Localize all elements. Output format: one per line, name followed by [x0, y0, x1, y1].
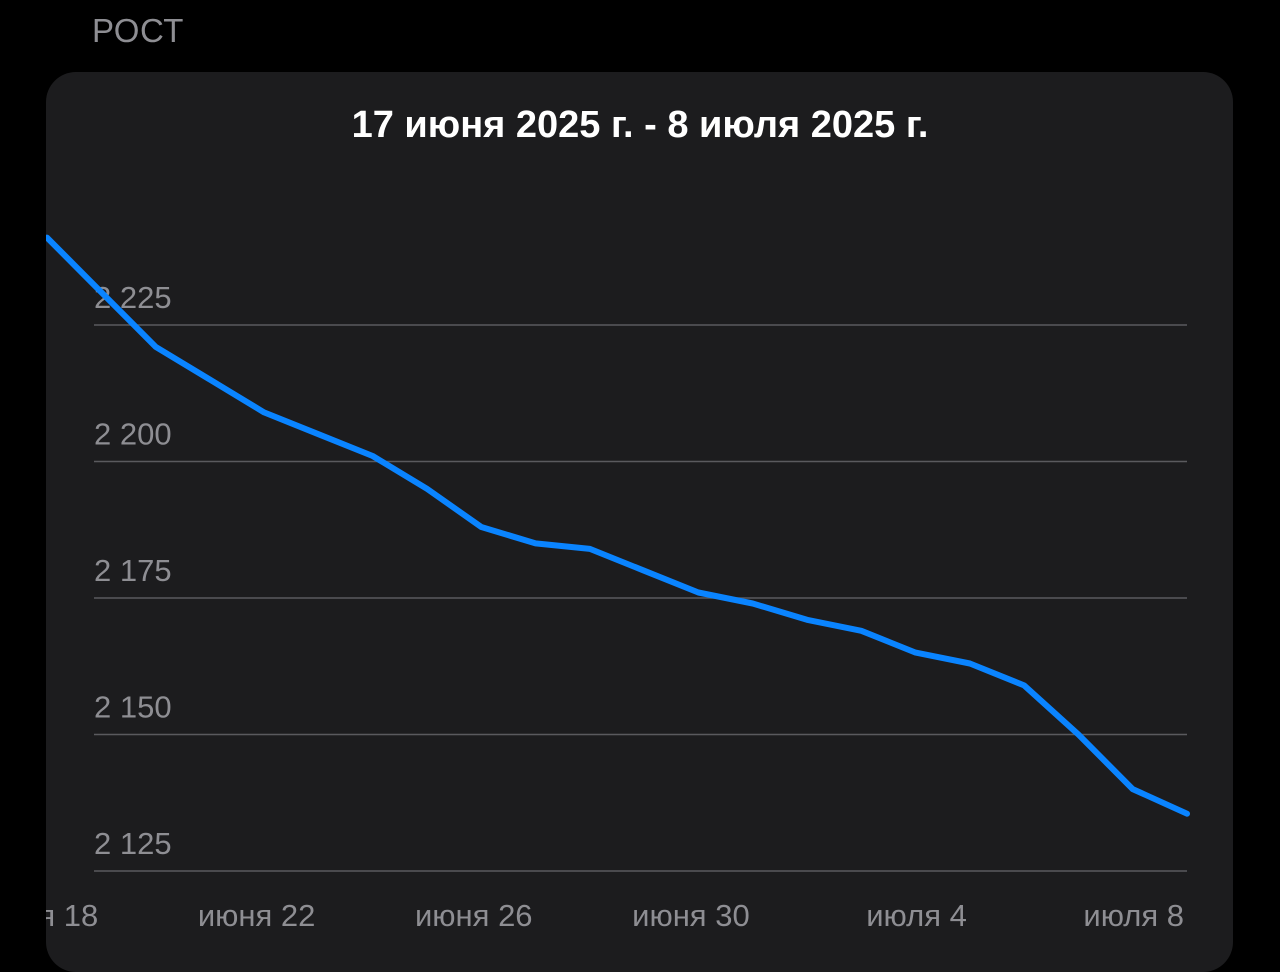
x-tick-label: июня 22	[198, 898, 316, 933]
grid-layer	[94, 324, 1187, 872]
x-axis-ticks: июня 18 июня 22 июня 26 июня 30 июля 4 июля 8	[0, 898, 1184, 933]
y-tick-label: 2 125	[94, 826, 172, 861]
x-tick-label: июня 26	[415, 898, 533, 933]
x-tick-label: июня 30	[632, 898, 750, 933]
chart-title: 17 июня 2025 г. - 8 июля 2025 г.	[351, 104, 929, 146]
series-line	[46, 234, 1190, 817]
x-tick-label: июля 4	[866, 898, 967, 933]
y-tick-label: 2 175	[94, 553, 172, 588]
y-tick-label: 2 150	[94, 690, 172, 725]
chart-card	[46, 72, 1233, 972]
y-tick-label: 2 200	[94, 417, 172, 452]
x-tick-label: июня 18	[0, 898, 98, 933]
series-layer	[46, 234, 1190, 817]
section-label: РОСТ	[92, 12, 184, 49]
x-tick-label: июля 8	[1083, 898, 1184, 933]
